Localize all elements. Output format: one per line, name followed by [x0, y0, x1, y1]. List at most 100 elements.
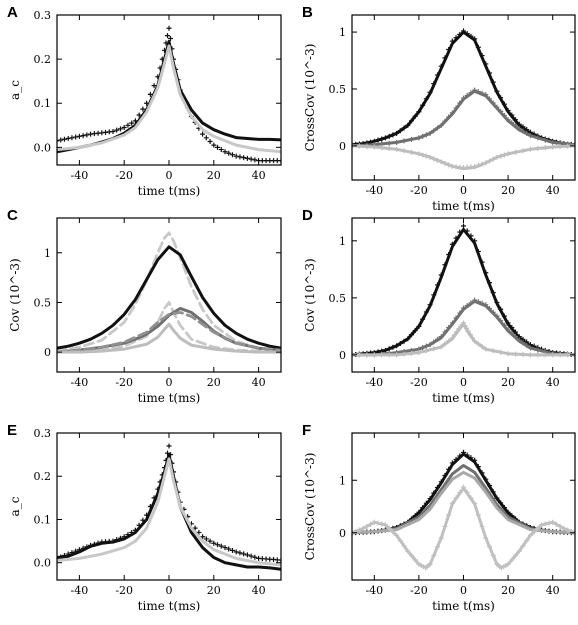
data-point	[490, 553, 496, 558]
series-line	[57, 322, 281, 354]
data-point	[472, 87, 478, 93]
data-point	[472, 297, 478, 303]
data-point	[144, 100, 150, 106]
data-point	[136, 112, 142, 118]
x-tick-label: 0	[460, 584, 467, 597]
x-tick-label: -20	[410, 184, 428, 197]
x-tick-label: 20	[501, 376, 515, 389]
data-point	[375, 137, 381, 143]
data-point	[452, 332, 458, 338]
data-point	[390, 344, 396, 350]
x-tick-label: 40	[252, 376, 266, 389]
y-tick-label: 1	[44, 247, 51, 260]
data-point	[479, 523, 485, 529]
series-group	[352, 449, 575, 571]
data-point	[438, 535, 444, 541]
data-point	[252, 554, 258, 560]
data-point	[222, 545, 228, 551]
data-point	[438, 334, 444, 340]
data-point	[446, 252, 452, 258]
data-point	[509, 557, 515, 563]
data-point	[527, 352, 533, 358]
data-point	[379, 352, 385, 358]
data-point	[494, 104, 500, 110]
data-point	[420, 152, 426, 158]
marker-series	[57, 25, 281, 164]
y-tick-label: 0.1	[34, 513, 52, 526]
data-point	[490, 489, 496, 495]
data-point	[487, 305, 493, 311]
data-point	[211, 142, 217, 148]
data-point	[494, 88, 500, 94]
data-point	[513, 117, 519, 123]
data-point	[449, 320, 455, 326]
data-point	[229, 152, 235, 158]
data-point	[125, 532, 131, 538]
data-point	[196, 529, 202, 535]
data-point	[483, 160, 489, 166]
data-point	[215, 144, 221, 150]
data-point	[501, 152, 507, 158]
data-point	[457, 490, 463, 495]
data-point	[431, 156, 437, 162]
data-point	[467, 331, 473, 337]
panel-letter: D	[302, 207, 313, 224]
data-point	[431, 81, 437, 87]
data-point	[211, 540, 217, 546]
data-point	[461, 449, 466, 455]
data-point	[449, 335, 455, 341]
x-tick-label: 20	[207, 169, 221, 182]
data-point	[412, 557, 418, 563]
x-axis-label: time t(ms)	[138, 391, 201, 405]
data-point	[203, 135, 209, 141]
data-point	[542, 145, 548, 151]
data-point	[498, 95, 504, 101]
y-tick-label: 0.2	[34, 470, 52, 483]
data-point	[505, 327, 511, 333]
data-point	[237, 154, 243, 160]
data-point	[167, 36, 173, 42]
data-point	[65, 136, 71, 142]
y-tick-label: 0.0	[34, 557, 52, 570]
data-point	[449, 38, 455, 44]
y-tick-label: 0.0	[34, 141, 52, 154]
data-point	[397, 128, 403, 134]
data-point	[151, 83, 157, 89]
data-point	[527, 532, 533, 538]
data-point	[356, 352, 362, 358]
data-point	[442, 118, 448, 124]
x-tick-label: -20	[115, 169, 133, 182]
data-point	[483, 92, 489, 98]
data-point	[241, 551, 247, 557]
data-point	[226, 546, 232, 552]
data-point	[386, 133, 392, 139]
data-point	[472, 36, 478, 42]
data-point	[483, 476, 489, 482]
data-point	[487, 96, 493, 102]
data-point	[416, 323, 422, 329]
x-tick-label: -40	[71, 376, 89, 389]
data-point	[498, 349, 504, 355]
data-point	[114, 127, 120, 133]
data-point	[427, 130, 433, 136]
data-point	[464, 228, 470, 234]
x-tick-label: 40	[546, 184, 560, 197]
data-point	[200, 534, 206, 540]
data-point	[382, 522, 388, 528]
data-point	[132, 118, 138, 124]
data-point	[442, 55, 448, 61]
data-point	[386, 140, 392, 146]
data-point	[461, 320, 466, 326]
data-point	[520, 148, 526, 154]
data-point	[446, 512, 452, 518]
axes-frame	[56, 14, 282, 166]
data-point	[416, 509, 422, 515]
data-point	[129, 529, 135, 535]
marker-series	[352, 320, 575, 358]
data-point	[166, 443, 172, 449]
data-point	[457, 31, 463, 37]
x-tick-label: -40	[365, 376, 383, 389]
data-point	[434, 125, 440, 131]
data-point	[524, 130, 530, 136]
x-axis-label: time t(ms)	[138, 184, 201, 198]
